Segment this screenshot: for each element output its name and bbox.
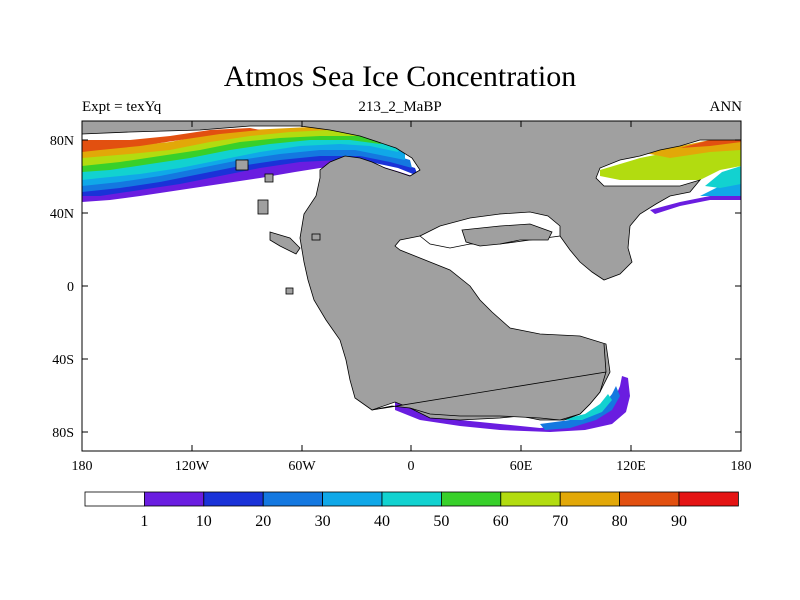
ice-band-1 [82, 158, 420, 202]
colorbar-swatch [440, 491, 502, 507]
ice-band-30 [82, 142, 405, 186]
x-tick-120w: 120W [175, 459, 210, 474]
island-6 [269, 231, 301, 255]
island-1 [257, 199, 269, 215]
colorbar-swatch [143, 491, 205, 507]
ice-band-60 [82, 128, 370, 166]
colorbar-label: 80 [612, 513, 628, 530]
colorbar-label: 40 [374, 513, 390, 530]
period-label: 213_2_MaBP [358, 99, 442, 115]
colorbar-label: 20 [255, 513, 271, 530]
x-tick-180-left: 180 [72, 459, 93, 474]
island-3 [235, 159, 249, 171]
colorbar: 1 10 20 30 40 50 60 70 80 90 [84, 491, 739, 530]
colorbar-label: 10 [196, 513, 212, 530]
colorbar-swatch [262, 491, 324, 507]
colorbar-swatch [381, 491, 442, 507]
ice-south-40 [560, 394, 612, 420]
island-5 [311, 233, 321, 241]
colorbar-label: 90 [671, 513, 687, 530]
ice-band-40 [82, 136, 400, 180]
x-tick-180-right: 180 [731, 459, 752, 474]
land-masses [82, 121, 741, 421]
ice-band-20 [82, 148, 412, 192]
y-tick-80n: 80N [50, 134, 74, 149]
colorbar-label: 60 [493, 513, 509, 530]
ice-band-10 [82, 154, 418, 196]
colorbar-swatch [678, 491, 739, 507]
colorbar-swatch [500, 491, 561, 507]
y-tick-80s: 80S [52, 426, 74, 441]
map-title: Atmos Sea Ice Concentration [223, 60, 577, 93]
experiment-label: Expt = texYq [82, 99, 162, 115]
land-inland [461, 223, 553, 247]
ice-band-right-60 [600, 144, 741, 180]
y-tick-40s: 40S [52, 353, 74, 368]
island-2 [264, 173, 274, 183]
ice-band-right-1 [650, 194, 741, 214]
land-south [371, 343, 607, 421]
colorbar-label: 50 [433, 513, 449, 530]
colorbar-label: 1 [140, 513, 148, 530]
map-field [82, 121, 741, 432]
ice-band-50 [82, 132, 392, 172]
island-4 [285, 287, 294, 295]
x-tick-60e: 60E [510, 459, 533, 474]
x-tick-0: 0 [408, 459, 415, 474]
ice-band-80 [82, 128, 260, 152]
y-tick-40n: 40N [50, 207, 74, 222]
colorbar-label: 70 [552, 513, 568, 530]
colorbar-swatch [322, 491, 383, 507]
season-label: ANN [709, 99, 743, 115]
land-north-left [82, 121, 741, 421]
x-tick-60w: 60W [288, 459, 316, 474]
ice-band-right-40 [705, 166, 741, 188]
colorbar-swatch [559, 491, 621, 507]
x-tick-120e: 120E [616, 459, 646, 474]
y-tick-0: 0 [67, 280, 74, 295]
ice-band-70 [82, 126, 330, 158]
colorbar-swatch [203, 491, 264, 507]
colorbar-swatch [619, 491, 680, 507]
colorbar-label: 30 [315, 513, 331, 530]
colorbar-swatch [84, 491, 145, 507]
